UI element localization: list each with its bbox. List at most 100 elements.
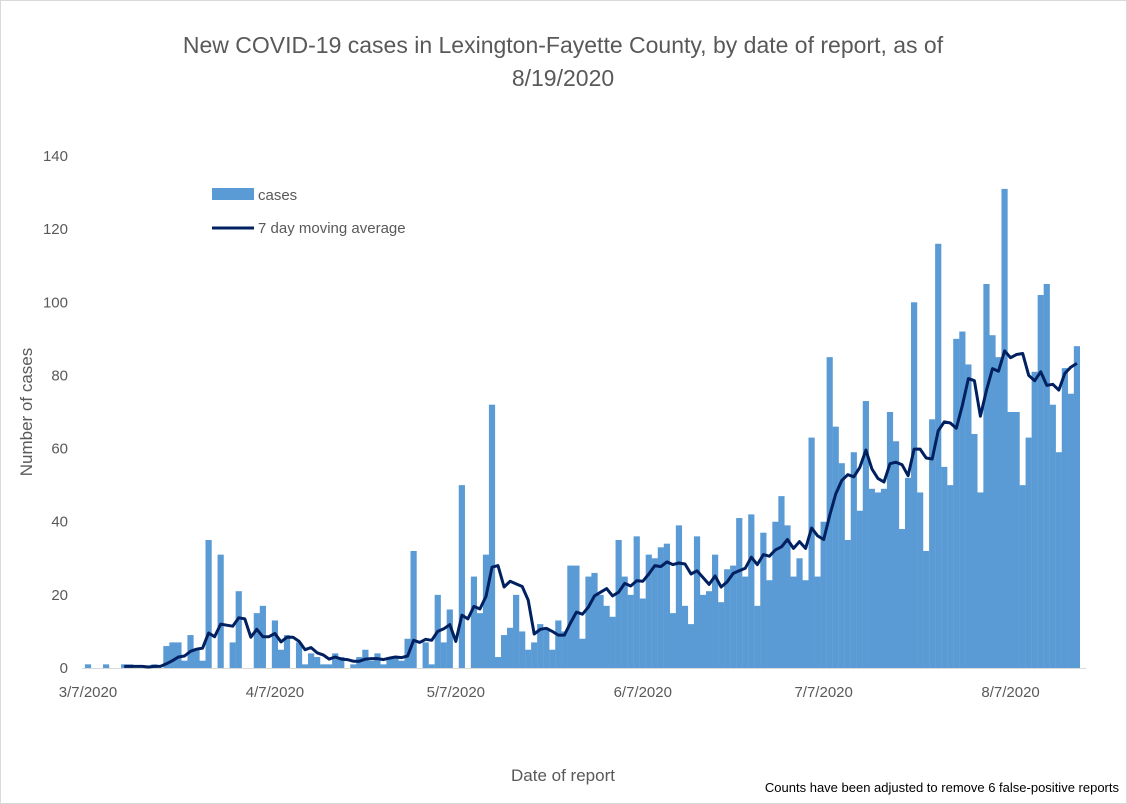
x-tick-label: 8/7/2020 — [981, 684, 1039, 701]
bar-cases-37 — [308, 653, 315, 668]
bar-cases-91 — [633, 536, 640, 668]
bar-cases-129 — [862, 401, 869, 668]
bar-cases-50 — [386, 657, 393, 668]
bar-cases-80 — [567, 565, 574, 668]
legend: cases 7 day moving average — [212, 187, 406, 237]
bar-cases-122 — [820, 521, 827, 668]
bar-cases-149 — [983, 284, 990, 668]
bar-cases-71 — [513, 594, 520, 668]
bar-cases-41 — [332, 653, 339, 668]
bar-cases-112 — [760, 532, 767, 668]
y-axis-ticks: 0 20 40 60 80 100 120 140 — [43, 148, 68, 677]
bar-cases-31 — [271, 620, 279, 668]
bar-cases-136 — [904, 477, 912, 668]
bar-cases-54 — [410, 550, 417, 668]
bar-cases-120 — [808, 437, 815, 668]
bar-cases-99 — [681, 605, 689, 668]
bar-cases-140 — [929, 419, 936, 668]
bar-cases-143 — [947, 485, 954, 668]
bar-cases-33 — [283, 635, 291, 668]
bar-cases-102 — [699, 594, 707, 668]
bar-cases-28 — [253, 613, 260, 668]
bar-cases-22 — [217, 554, 224, 668]
bar-cases-141 — [935, 243, 942, 668]
bar-cases-159 — [1043, 284, 1050, 668]
bar-cases-64 — [470, 576, 478, 668]
bar-cases-135 — [898, 529, 906, 668]
x-axis-label: Date of report — [511, 766, 615, 785]
bar-cases-25 — [235, 591, 242, 668]
bar-cases-126 — [844, 540, 851, 668]
bar-cases-138 — [917, 492, 924, 668]
bar-cases-35 — [295, 642, 303, 668]
bar-cases-56 — [422, 642, 429, 668]
bar-cases-97 — [669, 613, 677, 668]
bar-cases-106 — [724, 569, 731, 668]
chart-title-line1: New COVID-19 cases in Lexington-Fayette … — [183, 32, 944, 58]
y-tick-label: 60 — [51, 441, 68, 458]
bar-cases-0 — [84, 664, 92, 668]
bar-cases-148 — [977, 492, 984, 668]
bar-cases-36 — [301, 664, 309, 668]
bar-cases-73 — [525, 649, 532, 668]
bar-cases-162 — [1061, 368, 1068, 668]
bar-cases-76 — [543, 627, 550, 668]
y-tick-label: 20 — [51, 587, 68, 604]
bar-cases-51 — [392, 657, 399, 668]
bar-cases-163 — [1067, 393, 1074, 668]
bar-cases-67 — [488, 404, 496, 668]
bar-cases-134 — [892, 441, 900, 668]
bar-cases-77 — [549, 649, 556, 668]
bar-cases-119 — [802, 580, 809, 668]
bar-cases-42 — [338, 657, 345, 668]
bar-cases-139 — [923, 550, 930, 668]
bar-cases-85 — [597, 594, 604, 668]
bar-cases-60 — [446, 609, 453, 668]
bar-cases-75 — [537, 624, 544, 668]
bar-cases-101 — [693, 536, 701, 668]
chart-title-line2: 8/19/2020 — [512, 65, 614, 91]
x-tick-label: 3/7/2020 — [59, 684, 117, 701]
y-tick-label: 0 — [60, 660, 68, 677]
bar-cases-100 — [687, 624, 695, 668]
bar-cases-93 — [645, 554, 652, 668]
bar-cases-121 — [814, 576, 821, 668]
bar-cases-57 — [428, 664, 435, 668]
legend-label-moving-average: 7 day moving average — [258, 220, 406, 237]
y-tick-label: 80 — [51, 367, 68, 384]
bar-cases-154 — [1013, 412, 1020, 668]
bar-cases-104 — [712, 554, 719, 668]
bar-cases-113 — [766, 580, 773, 668]
bar-cases-48 — [374, 653, 381, 668]
bar-cases-96 — [663, 543, 670, 668]
y-tick-label: 100 — [43, 294, 68, 311]
bar-cases-111 — [754, 605, 761, 668]
bar-cases-44 — [350, 664, 357, 668]
bar-series-cases — [84, 188, 1081, 668]
bar-cases-87 — [609, 616, 616, 668]
bar-cases-49 — [380, 664, 387, 668]
bar-cases-62 — [458, 485, 465, 668]
bar-cases-68 — [494, 657, 502, 668]
footnote: Counts have been adjusted to remove 6 fa… — [765, 780, 1120, 795]
bar-cases-110 — [748, 514, 755, 668]
bar-cases-47 — [368, 660, 375, 668]
bar-cases-157 — [1031, 371, 1038, 668]
bar-cases-19 — [199, 660, 206, 668]
bar-cases-6 — [121, 664, 128, 668]
bar-cases-127 — [850, 452, 857, 668]
bar-cases-158 — [1037, 294, 1044, 668]
bar-cases-88 — [615, 540, 622, 668]
bar-cases-103 — [705, 591, 713, 668]
bar-cases-84 — [591, 572, 598, 668]
bar-cases-105 — [718, 602, 725, 668]
bar-cases-15 — [175, 642, 182, 668]
bar-cases-16 — [181, 660, 188, 668]
bar-cases-79 — [561, 631, 568, 668]
bar-cases-132 — [880, 488, 888, 668]
bar-cases-18 — [193, 649, 200, 668]
bar-cases-78 — [555, 620, 562, 668]
bar-cases-38 — [314, 657, 321, 668]
bar-cases-130 — [868, 488, 875, 668]
bar-cases-89 — [621, 576, 628, 668]
